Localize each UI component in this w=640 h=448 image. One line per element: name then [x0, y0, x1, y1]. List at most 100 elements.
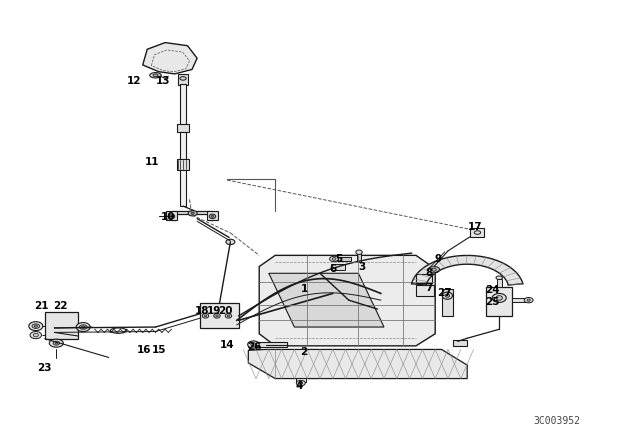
- Polygon shape: [419, 271, 433, 276]
- Ellipse shape: [432, 268, 436, 271]
- Bar: [453, 340, 467, 346]
- Polygon shape: [498, 267, 511, 273]
- Ellipse shape: [204, 315, 207, 317]
- Ellipse shape: [170, 215, 173, 217]
- Bar: [416, 285, 434, 296]
- Polygon shape: [420, 269, 433, 275]
- Polygon shape: [483, 258, 490, 266]
- Polygon shape: [468, 255, 470, 264]
- Polygon shape: [447, 257, 453, 266]
- Text: 16: 16: [137, 345, 151, 355]
- Polygon shape: [478, 257, 484, 265]
- Bar: [331, 264, 345, 270]
- Polygon shape: [439, 259, 448, 267]
- Bar: [470, 228, 484, 237]
- Polygon shape: [422, 267, 435, 274]
- Polygon shape: [496, 265, 508, 272]
- Text: 10: 10: [161, 212, 175, 222]
- Polygon shape: [486, 259, 495, 267]
- Ellipse shape: [32, 324, 40, 328]
- Polygon shape: [412, 280, 427, 283]
- Polygon shape: [445, 258, 452, 266]
- Ellipse shape: [225, 314, 232, 318]
- Bar: [166, 211, 177, 220]
- Text: 25: 25: [486, 297, 500, 307]
- Polygon shape: [469, 255, 472, 264]
- Polygon shape: [504, 274, 518, 278]
- Polygon shape: [454, 256, 459, 265]
- Text: 22: 22: [54, 301, 68, 310]
- Text: 23: 23: [38, 363, 52, 373]
- Text: 7: 7: [425, 283, 433, 293]
- Polygon shape: [413, 278, 428, 282]
- Polygon shape: [425, 266, 437, 272]
- Text: 15: 15: [152, 345, 166, 355]
- Ellipse shape: [188, 211, 197, 216]
- Text: 21: 21: [35, 301, 49, 310]
- Ellipse shape: [35, 325, 38, 327]
- Polygon shape: [412, 283, 426, 285]
- Polygon shape: [488, 260, 497, 268]
- Polygon shape: [495, 264, 506, 271]
- Polygon shape: [414, 277, 428, 281]
- Text: 18: 18: [195, 306, 209, 316]
- Ellipse shape: [442, 292, 452, 299]
- Polygon shape: [506, 276, 520, 280]
- Polygon shape: [508, 281, 522, 284]
- Ellipse shape: [428, 267, 440, 273]
- Ellipse shape: [527, 299, 530, 301]
- Polygon shape: [421, 268, 435, 275]
- Ellipse shape: [150, 73, 161, 78]
- Text: 5: 5: [335, 254, 343, 264]
- Polygon shape: [427, 265, 438, 272]
- Ellipse shape: [30, 332, 42, 339]
- Bar: [177, 124, 189, 132]
- Ellipse shape: [474, 231, 481, 234]
- Ellipse shape: [180, 77, 186, 80]
- Ellipse shape: [79, 325, 87, 329]
- Polygon shape: [259, 255, 435, 346]
- Bar: [497, 279, 502, 287]
- Polygon shape: [499, 267, 512, 274]
- Polygon shape: [248, 349, 467, 379]
- Text: 14: 14: [220, 340, 234, 350]
- Ellipse shape: [211, 215, 214, 217]
- Polygon shape: [412, 281, 427, 284]
- Polygon shape: [431, 263, 442, 270]
- Polygon shape: [143, 43, 197, 74]
- Polygon shape: [436, 260, 445, 268]
- Text: 24: 24: [486, 285, 500, 295]
- Polygon shape: [489, 260, 499, 268]
- Text: 8: 8: [425, 268, 433, 278]
- Polygon shape: [417, 272, 431, 278]
- Bar: [416, 274, 432, 283]
- Polygon shape: [424, 267, 436, 273]
- Polygon shape: [418, 271, 432, 277]
- Text: 1: 1: [300, 284, 308, 294]
- Text: 3C003952: 3C003952: [533, 416, 580, 426]
- Text: 27: 27: [438, 289, 452, 298]
- Text: 6: 6: [329, 264, 337, 274]
- Polygon shape: [428, 264, 439, 271]
- Ellipse shape: [356, 250, 362, 254]
- Bar: [357, 253, 361, 262]
- Polygon shape: [504, 272, 517, 278]
- Ellipse shape: [153, 74, 158, 77]
- Text: 17: 17: [468, 222, 482, 232]
- Ellipse shape: [202, 314, 209, 318]
- Polygon shape: [443, 258, 451, 267]
- Bar: [45, 312, 78, 339]
- Ellipse shape: [29, 322, 43, 331]
- Bar: [180, 170, 186, 206]
- Polygon shape: [452, 256, 458, 265]
- Polygon shape: [460, 255, 463, 264]
- Polygon shape: [507, 279, 522, 283]
- Text: 9: 9: [435, 254, 442, 264]
- Polygon shape: [500, 268, 513, 275]
- Polygon shape: [477, 256, 482, 265]
- Text: 11: 11: [145, 157, 159, 167]
- Polygon shape: [508, 283, 523, 285]
- Text: 19: 19: [207, 306, 221, 316]
- Ellipse shape: [55, 342, 58, 344]
- Ellipse shape: [216, 315, 218, 317]
